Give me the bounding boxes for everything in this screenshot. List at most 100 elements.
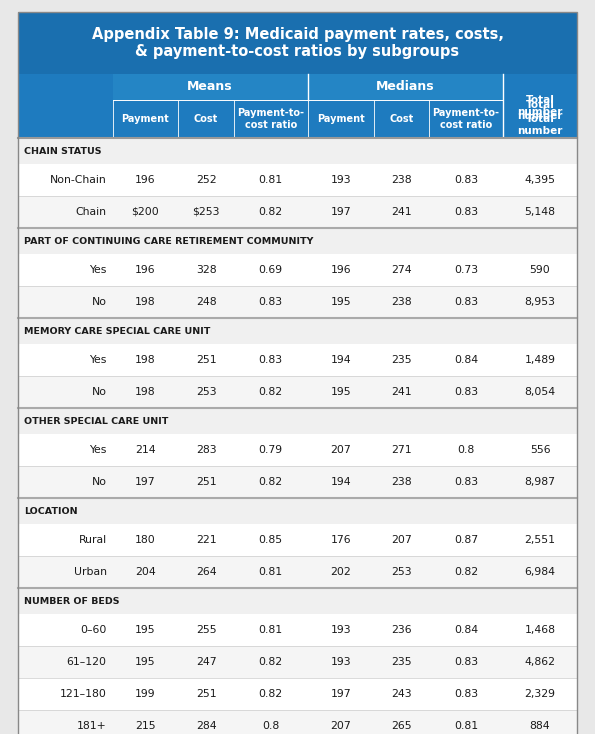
Text: Cost: Cost — [389, 114, 414, 124]
Text: 193: 193 — [330, 657, 351, 667]
Text: 194: 194 — [330, 477, 351, 487]
Bar — [18, 678, 577, 710]
Text: 253: 253 — [196, 387, 217, 397]
Text: 4,862: 4,862 — [525, 657, 556, 667]
Text: 0.82: 0.82 — [259, 689, 283, 699]
Text: LOCATION: LOCATION — [24, 506, 77, 515]
Text: 328: 328 — [196, 265, 217, 275]
Text: 61–120: 61–120 — [67, 657, 107, 667]
Text: No: No — [92, 297, 107, 307]
Text: 0.82: 0.82 — [259, 477, 283, 487]
Text: 0.83: 0.83 — [454, 689, 478, 699]
Text: 248: 248 — [196, 297, 217, 307]
Bar — [112, 74, 308, 100]
Text: 0.83: 0.83 — [259, 297, 283, 307]
Text: 194: 194 — [330, 355, 351, 365]
Text: Yes: Yes — [89, 265, 107, 275]
Bar — [18, 344, 577, 376]
Bar — [308, 74, 503, 100]
Bar — [18, 556, 577, 588]
Text: 0.81: 0.81 — [454, 721, 478, 731]
Text: 283: 283 — [196, 445, 217, 455]
Text: Payment: Payment — [317, 114, 365, 124]
Text: 235: 235 — [391, 657, 412, 667]
Text: 195: 195 — [330, 387, 351, 397]
Text: 202: 202 — [330, 567, 351, 577]
Text: 1,468: 1,468 — [525, 625, 556, 635]
Text: 0.85: 0.85 — [259, 535, 283, 545]
Text: 199: 199 — [135, 689, 156, 699]
Text: $253: $253 — [192, 207, 220, 217]
Text: 0.79: 0.79 — [259, 445, 283, 455]
Text: Payment-to-
cost ratio: Payment-to- cost ratio — [433, 108, 500, 130]
Bar — [18, 138, 577, 164]
Text: 0.8: 0.8 — [458, 445, 475, 455]
Text: $200: $200 — [131, 207, 159, 217]
Text: 236: 236 — [391, 625, 412, 635]
Bar — [18, 524, 577, 556]
Text: 193: 193 — [330, 625, 351, 635]
Text: 0.83: 0.83 — [454, 657, 478, 667]
Text: 251: 251 — [196, 477, 217, 487]
Text: 238: 238 — [391, 175, 412, 185]
Text: 0.83: 0.83 — [454, 175, 478, 185]
Bar — [18, 74, 577, 100]
Text: Appendix Table 9: Medicaid payment rates, costs,
& payment-to-cost ratios by sub: Appendix Table 9: Medicaid payment rates… — [92, 27, 503, 59]
Bar — [429, 100, 503, 138]
Bar — [18, 588, 577, 614]
Text: 235: 235 — [391, 355, 412, 365]
Text: 0.82: 0.82 — [259, 207, 283, 217]
Text: MEMORY CARE SPECIAL CARE UNIT: MEMORY CARE SPECIAL CARE UNIT — [24, 327, 211, 335]
Text: 181+: 181+ — [77, 721, 107, 731]
Text: 590: 590 — [530, 265, 550, 275]
Text: Chain: Chain — [76, 207, 107, 217]
Text: 0.82: 0.82 — [259, 657, 283, 667]
Bar — [18, 74, 112, 100]
Text: 238: 238 — [391, 297, 412, 307]
Text: 274: 274 — [391, 265, 412, 275]
Text: 180: 180 — [135, 535, 156, 545]
Text: 0.8: 0.8 — [262, 721, 280, 731]
Text: Total
number: Total number — [517, 115, 563, 136]
Text: 196: 196 — [135, 265, 156, 275]
Text: 0.81: 0.81 — [259, 625, 283, 635]
Text: 241: 241 — [391, 387, 412, 397]
Text: Yes: Yes — [89, 355, 107, 365]
Text: 207: 207 — [330, 721, 351, 731]
Text: Urban: Urban — [74, 567, 107, 577]
Text: 8,054: 8,054 — [524, 387, 556, 397]
Text: 198: 198 — [135, 387, 156, 397]
Text: 2,551: 2,551 — [525, 535, 556, 545]
Text: 253: 253 — [391, 567, 412, 577]
Text: 255: 255 — [196, 625, 217, 635]
Text: CHAIN STATUS: CHAIN STATUS — [24, 147, 102, 156]
Text: 8,953: 8,953 — [525, 297, 556, 307]
Bar — [234, 100, 308, 138]
Bar — [18, 318, 577, 344]
Text: 265: 265 — [391, 721, 412, 731]
Bar — [18, 12, 577, 74]
Text: 252: 252 — [196, 175, 217, 185]
Bar — [18, 286, 577, 318]
Text: 207: 207 — [391, 535, 412, 545]
Text: 197: 197 — [330, 689, 351, 699]
Text: 193: 193 — [330, 175, 351, 185]
Text: 238: 238 — [391, 477, 412, 487]
Text: Payment-to-
cost ratio: Payment-to- cost ratio — [237, 108, 304, 130]
Bar — [503, 74, 577, 138]
Text: No: No — [92, 477, 107, 487]
Text: 198: 198 — [135, 355, 156, 365]
Text: 6,984: 6,984 — [525, 567, 556, 577]
Text: Total
number: Total number — [517, 100, 563, 121]
Bar — [18, 434, 577, 466]
Text: 243: 243 — [391, 689, 412, 699]
Bar — [112, 100, 178, 138]
Text: 1,489: 1,489 — [525, 355, 556, 365]
Text: 204: 204 — [135, 567, 156, 577]
Bar — [18, 498, 577, 524]
Text: 195: 195 — [135, 625, 156, 635]
Text: 271: 271 — [391, 445, 412, 455]
Bar — [18, 164, 577, 196]
Text: 0.82: 0.82 — [259, 387, 283, 397]
Bar — [374, 100, 429, 138]
